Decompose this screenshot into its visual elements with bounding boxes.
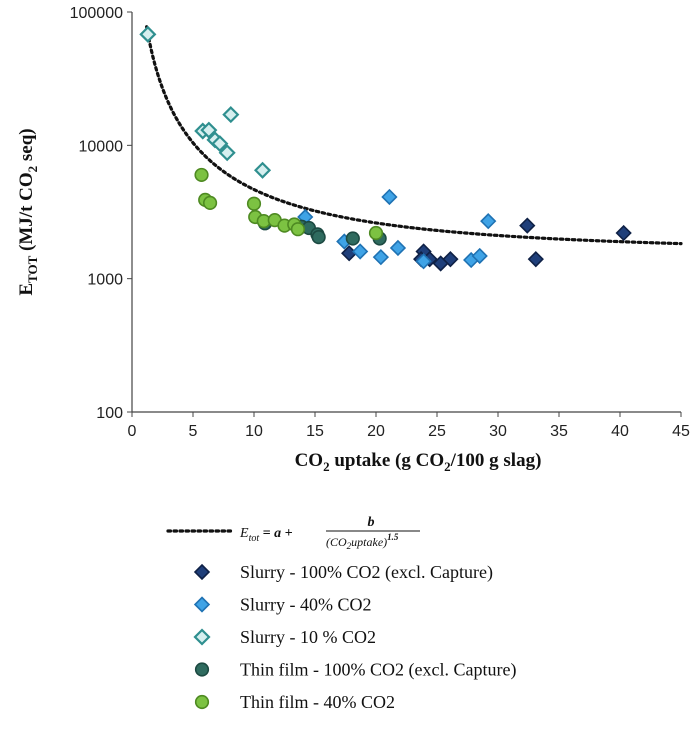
- x-tick-label: 40: [611, 423, 629, 440]
- fit-curve: [145, 25, 683, 246]
- data-point-diamond: [442, 251, 459, 268]
- legend-item: Slurry - 100% CO2 (excl. Capture): [193, 562, 493, 583]
- data-markers: [139, 25, 632, 272]
- data-point-diamond: [253, 161, 272, 179]
- x-tick-label: 15: [306, 423, 324, 440]
- series-1: [297, 188, 497, 270]
- y-ticks: 100 1000 10000 100000: [70, 5, 132, 422]
- y-tick-label: 100: [96, 405, 123, 422]
- data-point-diamond: [415, 253, 432, 270]
- series-0: [341, 217, 632, 272]
- data-point-diamond: [200, 121, 218, 139]
- legend-label: Thin film - 40% CO2: [240, 692, 395, 712]
- legend-item: Thin film - 100% CO2 (excl. Capture): [194, 660, 516, 681]
- data-point-circle: [368, 225, 384, 241]
- data-point-diamond: [139, 25, 157, 43]
- svg-text:Etot = a +: Etot = a +: [239, 526, 293, 544]
- x-tick-label: 10: [245, 423, 263, 440]
- x-tick-label: 20: [367, 423, 385, 440]
- data-point-diamond: [222, 106, 240, 124]
- legend-marker: [194, 694, 210, 710]
- data-point-circle: [311, 229, 326, 245]
- data-point-circle: [194, 167, 209, 183]
- data-point-diamond: [389, 239, 407, 257]
- x-tick-label: 35: [550, 423, 568, 440]
- data-point-circle: [246, 196, 262, 211]
- legend-label: Slurry - 10 % CO2: [240, 627, 376, 647]
- legend-label: Thin film - 100% CO2 (excl. Capture): [240, 660, 516, 681]
- data-point-diamond: [218, 144, 236, 162]
- series-4: [194, 167, 384, 241]
- data-point-diamond: [615, 224, 632, 242]
- legend-marker: [193, 596, 211, 613]
- series-2: [139, 25, 272, 179]
- legend-marker: [194, 662, 210, 677]
- plot-area: 100 1000 10000 100000 0 5 10 15 20 25 30 35 40 45: [70, 5, 690, 440]
- x-tick-label: 30: [489, 423, 507, 440]
- svg-text:b: b: [368, 515, 375, 530]
- data-point-diamond: [527, 251, 544, 268]
- data-point-circle: [290, 222, 306, 237]
- legend-item: Thin film - 40% CO2: [194, 692, 395, 712]
- legend-item: Slurry - 40% CO2: [193, 595, 372, 615]
- y-tick-label: 10000: [79, 138, 124, 155]
- legend-fit-formula: Etot = a + b (CO2uptake)1.5: [239, 515, 420, 551]
- legend-label: Slurry - 100% CO2 (excl. Capture): [240, 562, 493, 583]
- data-point-diamond: [211, 135, 229, 153]
- data-point-diamond: [471, 247, 488, 265]
- legend: Etot = a + b (CO2uptake)1.5 Slurry - 100…: [166, 515, 516, 712]
- x-tick-label: 25: [428, 423, 446, 440]
- data-point-diamond: [372, 249, 390, 266]
- x-axis-title: CO2 uptake (g CO2/100 g slag): [295, 450, 542, 474]
- data-point-diamond: [381, 188, 398, 206]
- legend-item-fit: Etot = a + b (CO2uptake)1.5: [166, 515, 420, 551]
- x-ticks: 0 5 10 15 20 25 30 35 40 45: [128, 412, 690, 440]
- data-point-diamond: [480, 213, 497, 230]
- legend-series-items: Slurry - 100% CO2 (excl. Capture) Slurry …: [193, 562, 516, 712]
- x-tick-label: 45: [672, 423, 690, 440]
- data-point-diamond: [352, 243, 369, 260]
- svg-text:(CO2uptake)1.5: (CO2uptake)1.5: [326, 532, 399, 551]
- data-point-circle: [345, 231, 360, 246]
- legend-marker: [193, 628, 211, 646]
- legend-marker: [193, 563, 211, 581]
- y-tick-label: 100000: [70, 5, 123, 22]
- legend-item: Slurry - 10 % CO2: [193, 627, 376, 647]
- x-tick-label: 5: [189, 423, 198, 440]
- x-tick-label: 0: [128, 423, 137, 440]
- data-point-circle: [202, 195, 218, 211]
- y-axis-title: ETOT (MJ/t CO2 seq): [16, 128, 40, 295]
- legend-label: Slurry - 40% CO2: [240, 595, 372, 615]
- data-point-diamond: [519, 217, 536, 234]
- y-tick-label: 1000: [87, 272, 123, 289]
